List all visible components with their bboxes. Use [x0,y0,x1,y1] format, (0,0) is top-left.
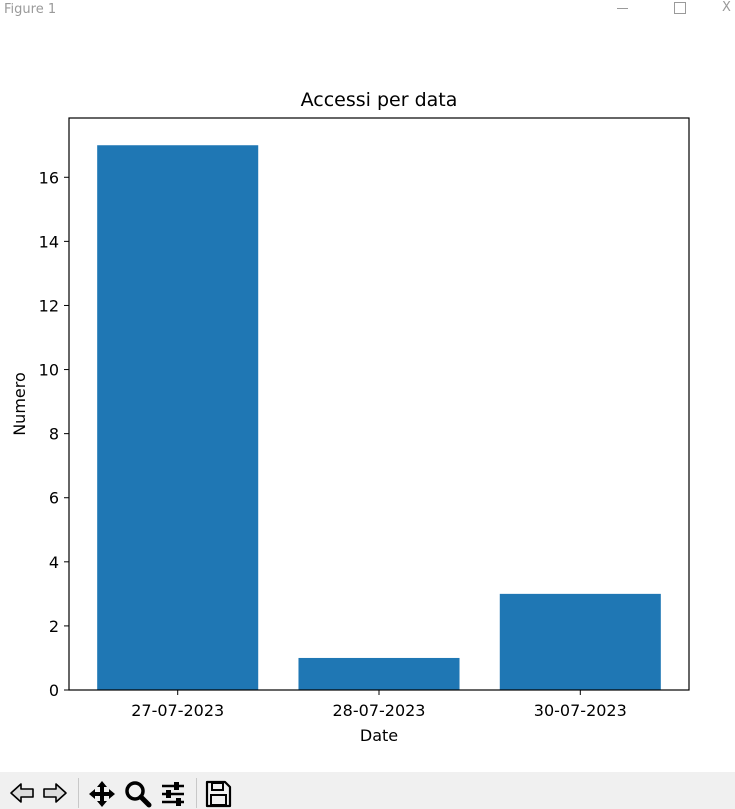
y-tick-label: 8 [49,425,59,444]
save-icon [205,780,232,808]
y-tick-label: 0 [49,681,59,700]
axes-frame [68,117,690,691]
maximize-icon [674,2,686,14]
y-tick-label: 12 [39,296,59,315]
back-button[interactable] [6,780,38,808]
navigation-toolbar [0,772,735,809]
window-titlebar: Figure 1 X [0,0,735,22]
close-icon: X [722,0,731,15]
y-tick-label: 4 [49,553,59,572]
bars [97,145,661,690]
arrow-left-icon [10,783,34,803]
y-axis-label: Numero [10,372,29,436]
maximize-button[interactable] [665,0,695,22]
y-axis-ticks: 0 2 4 6 8 10 12 14 16 [39,168,69,700]
y-tick-label: 16 [39,168,59,187]
zoom-button[interactable] [122,780,154,808]
toolbar-separator [196,778,197,808]
window-title: Figure 1 [4,2,57,17]
move-icon [89,781,115,807]
save-button[interactable] [202,780,234,808]
sliders-icon [162,782,184,806]
chart-title: Accessi per data [301,89,458,111]
y-tick-label: 6 [49,489,59,508]
x-axis-label: Date [360,726,398,745]
bar-27-07-2023 [97,145,259,690]
configure-subplots-button[interactable] [157,780,189,808]
x-axis-ticks: 27-07-2023 28-07-2023 30-07-2023 [131,690,627,720]
figure-canvas: Accessi per data 0 2 4 6 8 10 12 14 16 27-07-202… [0,22,735,772]
x-tick-label: 28-07-2023 [333,701,426,720]
y-tick-label: 2 [49,617,59,636]
minimize-button[interactable] [607,0,637,22]
x-tick-label: 30-07-2023 [534,701,627,720]
close-button[interactable]: X [722,0,735,22]
y-tick-label: 14 [39,232,59,251]
minimize-icon [616,7,628,9]
arrow-right-icon [43,783,67,803]
bar-chart: Accessi per data 0 2 4 6 8 10 12 14 16 27-07-202… [10,89,690,745]
toolbar-separator [78,778,79,808]
pan-button[interactable] [86,780,118,808]
x-tick-label: 27-07-2023 [131,701,224,720]
y-tick-label: 10 [39,361,59,380]
zoom-icon [125,781,152,808]
forward-button[interactable] [39,780,71,808]
bar-30-07-2023 [499,593,661,690]
bar-28-07-2023 [298,657,460,690]
